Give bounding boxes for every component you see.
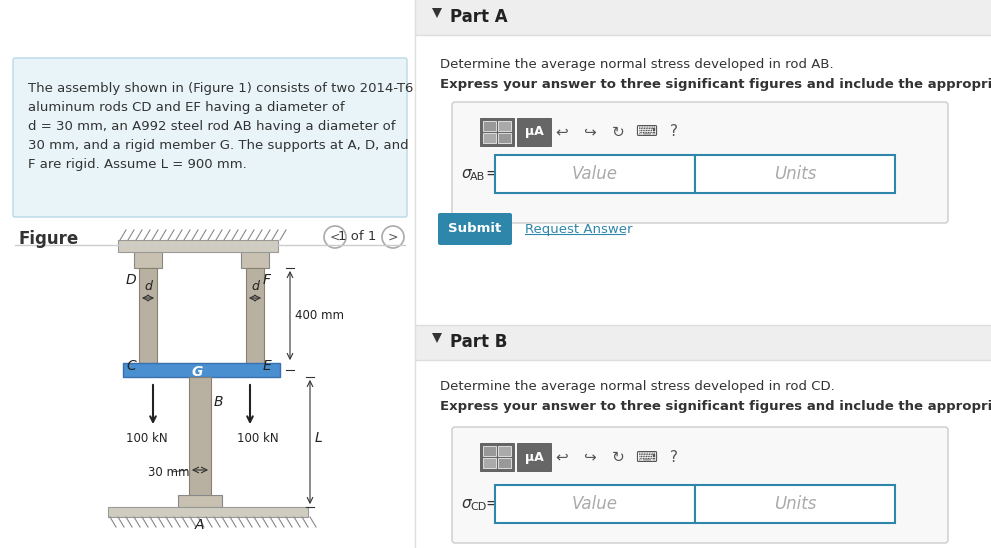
Text: L: L xyxy=(315,431,323,446)
Text: ?: ? xyxy=(670,449,678,465)
Text: F: F xyxy=(263,273,271,287)
Bar xyxy=(123,363,280,377)
Bar xyxy=(498,133,511,143)
Text: The assembly shown in (Figure 1) consists of two 2014-T6: The assembly shown in (Figure 1) consist… xyxy=(28,82,413,95)
Bar xyxy=(695,485,895,523)
Text: d = 30 mm, an A992 steel rod AB having a diameter of: d = 30 mm, an A992 steel rod AB having a… xyxy=(28,120,395,133)
Bar xyxy=(495,485,695,523)
Bar xyxy=(108,507,308,517)
Text: σ: σ xyxy=(462,495,472,511)
Text: CD: CD xyxy=(470,502,487,512)
Text: ⌨: ⌨ xyxy=(635,124,657,140)
Polygon shape xyxy=(432,8,442,18)
Text: σ: σ xyxy=(462,165,472,180)
Bar xyxy=(483,121,496,131)
Text: ↪: ↪ xyxy=(584,124,597,140)
Text: 100 kN: 100 kN xyxy=(237,432,278,445)
Bar xyxy=(517,118,551,146)
Text: 100 kN: 100 kN xyxy=(126,432,167,445)
Text: Determine the average normal stress developed in rod AB.: Determine the average normal stress deve… xyxy=(440,58,833,71)
Bar xyxy=(415,35,991,325)
Text: Figure: Figure xyxy=(18,230,78,248)
Text: ↻: ↻ xyxy=(611,449,624,465)
Bar xyxy=(695,155,895,193)
FancyBboxPatch shape xyxy=(438,213,512,245)
Bar xyxy=(483,446,496,456)
Bar xyxy=(495,155,695,193)
Text: 30 mm: 30 mm xyxy=(148,465,189,478)
FancyBboxPatch shape xyxy=(452,102,948,223)
Text: =: = xyxy=(485,495,497,511)
Bar xyxy=(480,443,514,471)
Text: Value: Value xyxy=(572,495,618,513)
Text: C: C xyxy=(126,359,136,373)
Text: Part B: Part B xyxy=(450,333,507,351)
Text: ↪: ↪ xyxy=(584,449,597,465)
Text: Submit: Submit xyxy=(448,222,501,236)
Text: aluminum rods CD and EF having a diameter of: aluminum rods CD and EF having a diamete… xyxy=(28,101,345,114)
Text: 1 of 1: 1 of 1 xyxy=(338,231,377,243)
Polygon shape xyxy=(432,333,442,343)
Bar xyxy=(483,133,496,143)
Text: d: d xyxy=(144,280,152,293)
Text: Express your answer to three significant figures and include the appropriate uni: Express your answer to three significant… xyxy=(440,78,991,91)
Text: ↻: ↻ xyxy=(611,124,624,140)
Text: Request Answer: Request Answer xyxy=(525,222,632,236)
Bar xyxy=(415,325,991,360)
Text: Units: Units xyxy=(774,495,817,513)
Bar xyxy=(480,118,514,146)
Text: 30 mm, and a rigid member G. The supports at A, D, and: 30 mm, and a rigid member G. The support… xyxy=(28,139,408,152)
Text: =: = xyxy=(485,165,497,180)
Bar xyxy=(241,250,269,268)
Text: d: d xyxy=(251,280,259,293)
FancyBboxPatch shape xyxy=(13,58,407,217)
Text: ⌨: ⌨ xyxy=(635,449,657,465)
Text: Units: Units xyxy=(774,165,817,183)
Text: Part A: Part A xyxy=(450,8,507,26)
Bar xyxy=(139,268,157,370)
Bar xyxy=(415,0,991,35)
Bar xyxy=(498,458,511,468)
Text: A: A xyxy=(195,518,204,532)
Text: >: > xyxy=(387,231,398,243)
Bar xyxy=(483,458,496,468)
Text: μA: μA xyxy=(524,125,543,139)
Bar xyxy=(118,240,278,252)
Text: E: E xyxy=(263,359,272,373)
Bar xyxy=(498,446,511,456)
FancyBboxPatch shape xyxy=(452,427,948,543)
Text: B: B xyxy=(214,395,224,409)
Text: μA: μA xyxy=(524,450,543,464)
Text: Express your answer to three significant figures and include the appropriate uni: Express your answer to three significant… xyxy=(440,400,991,413)
Bar xyxy=(134,250,162,268)
Bar xyxy=(415,360,991,548)
Bar xyxy=(246,268,264,370)
Text: Determine the average normal stress developed in rod CD.: Determine the average normal stress deve… xyxy=(440,380,834,393)
Text: D: D xyxy=(126,273,137,287)
Text: Value: Value xyxy=(572,165,618,183)
Text: ↩: ↩ xyxy=(556,449,569,465)
Bar xyxy=(189,377,211,500)
Text: F are rigid. Assume L = 900 mm.: F are rigid. Assume L = 900 mm. xyxy=(28,158,247,171)
Text: <: < xyxy=(330,231,340,243)
Text: G: G xyxy=(192,365,203,379)
Text: AB: AB xyxy=(470,172,486,182)
Bar xyxy=(178,495,222,507)
Text: ↩: ↩ xyxy=(556,124,569,140)
Text: 400 mm: 400 mm xyxy=(295,309,344,322)
Bar xyxy=(498,121,511,131)
Text: ?: ? xyxy=(670,124,678,140)
Bar xyxy=(517,443,551,471)
